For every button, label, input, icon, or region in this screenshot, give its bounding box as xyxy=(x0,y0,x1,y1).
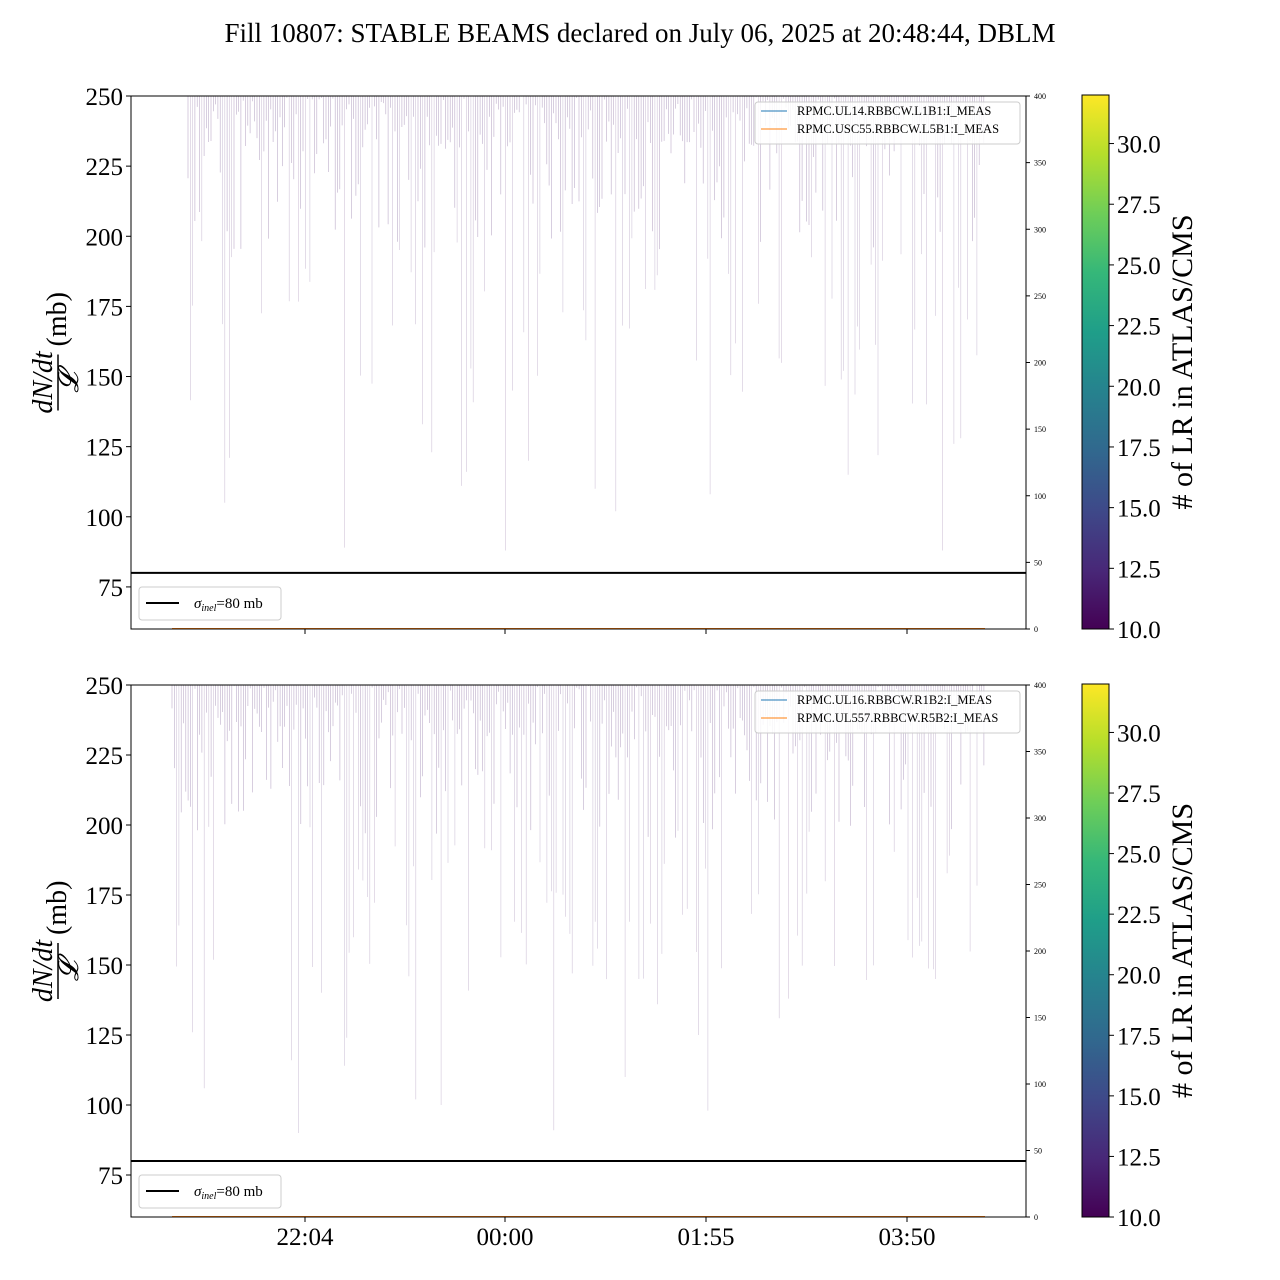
legend-label-0: RPMC.UL16.RBBCW.R1B2:I_MEAS xyxy=(797,693,992,707)
legend-label-1: RPMC.UL557.RBBCW.R5B2:I_MEAS xyxy=(797,711,998,725)
colorbar-tick-label: 12.5 xyxy=(1117,1144,1161,1171)
colorbar-tick-label: 20.0 xyxy=(1117,374,1161,401)
y2tick-label: 150 xyxy=(1034,1014,1046,1023)
series-legend xyxy=(754,101,1021,145)
colorbar-tick-label: 22.5 xyxy=(1117,314,1161,341)
ytick-label: 150 xyxy=(86,953,124,980)
y2tick-label: 100 xyxy=(1034,1080,1046,1089)
series-legend xyxy=(754,690,1021,734)
colorbar-gradient xyxy=(1081,94,1110,630)
panel-bottom: 75 100 125 150 175 200 225 250 0 50 100 150 200 250 30… xyxy=(28,673,1199,1251)
ylabel-unit: (mb) xyxy=(42,292,73,346)
ytick-label: 225 xyxy=(86,743,124,770)
colorbar-label: # of LR in ATLAS/CMS xyxy=(1166,803,1199,1098)
colorbar: 10.0 12.5 15.0 17.5 20.0 22.5 25.0 27.5 30.0 # of… xyxy=(1081,683,1199,1232)
legend-label-0: RPMC.UL14.RBBCW.L1B1:I_MEAS xyxy=(797,104,991,118)
xtick-label: 00:00 xyxy=(477,1224,534,1251)
ytick-label: 125 xyxy=(86,435,124,462)
ytick-label: 150 xyxy=(86,365,124,392)
y-axis-label: dN/dt𝓛(mb) xyxy=(28,292,85,414)
ytick-label: 100 xyxy=(86,1093,124,1120)
y-axis-label: dN/dt𝓛(mb) xyxy=(28,881,85,1003)
xtick-label: 01:55 xyxy=(678,1224,735,1251)
y2tick-label: 300 xyxy=(1034,814,1046,823)
ytick-label: 175 xyxy=(86,294,124,321)
ytick-label: 75 xyxy=(98,1163,123,1190)
y2tick-label: 200 xyxy=(1034,359,1046,368)
reference-legend xyxy=(138,1174,282,1209)
colorbar-tick-label: 25.0 xyxy=(1117,842,1161,869)
colorbar-label: # of LR in ATLAS/CMS xyxy=(1166,214,1199,509)
ytick-label: 250 xyxy=(86,673,124,700)
colorbar-tick-label: 15.0 xyxy=(1117,1084,1161,1111)
colorbar-tick-label: 20.0 xyxy=(1117,963,1161,990)
y2tick-label: 350 xyxy=(1034,159,1046,168)
plot-frame xyxy=(130,684,1027,1218)
colorbar-tick-label: 27.5 xyxy=(1117,192,1161,219)
xtick-label: 03:50 xyxy=(879,1224,936,1251)
colorbar-gradient xyxy=(1081,683,1110,1218)
ylabel-numerator: dN/dt xyxy=(28,350,59,413)
y2tick-label: 100 xyxy=(1034,492,1046,501)
colorbar-tick-label: 30.0 xyxy=(1117,720,1161,747)
ylabel-unit: (mb) xyxy=(42,881,73,935)
ytick-label: 175 xyxy=(86,883,124,910)
y2tick-label: 50 xyxy=(1034,558,1042,567)
ytick-label: 225 xyxy=(86,154,124,181)
colorbar-tick-label: 17.5 xyxy=(1117,435,1161,462)
y2tick-label: 350 xyxy=(1034,748,1046,757)
ytick-label: 100 xyxy=(86,505,124,532)
y2tick-label: 400 xyxy=(1034,681,1046,690)
reference-legend-label: σinel=80 mb xyxy=(194,1184,263,1202)
spike-series xyxy=(171,685,985,1133)
colorbar-tick-label: 10.0 xyxy=(1117,1205,1161,1232)
reference-legend-label: σinel=80 mb xyxy=(194,596,263,614)
y2tick-label: 250 xyxy=(1034,292,1046,301)
ylabel-numerator: dN/dt xyxy=(28,939,59,1002)
y2tick-label: 400 xyxy=(1034,92,1046,101)
xtick-label: 22:04 xyxy=(277,1224,334,1251)
colorbar-tick-label: 10.0 xyxy=(1117,617,1161,644)
colorbar-tick-label: 30.0 xyxy=(1117,132,1161,159)
colorbar: 10.0 12.5 15.0 17.5 20.0 22.5 25.0 27.5 30.0 # of… xyxy=(1081,94,1199,644)
ytick-label: 125 xyxy=(86,1023,124,1050)
y2tick-label: 0 xyxy=(1034,1213,1038,1222)
y2tick-label: 300 xyxy=(1034,225,1046,234)
ytick-label: 200 xyxy=(86,813,124,840)
chart-title: Fill 10807: STABLE BEAMS declared on Jul… xyxy=(224,18,1056,48)
y2tick-label: 50 xyxy=(1034,1147,1042,1156)
plot-frame xyxy=(130,95,1027,630)
y2tick-label: 0 xyxy=(1034,625,1038,634)
reference-legend xyxy=(138,586,282,621)
ytick-label: 200 xyxy=(86,224,124,251)
colorbar-tick-label: 22.5 xyxy=(1117,902,1161,929)
legend-label-1: RPMC.USC55.RBBCW.L5B1:I_MEAS xyxy=(797,122,999,136)
colorbar-tick-label: 17.5 xyxy=(1117,1023,1161,1050)
panel-top: 75 100 125 150 175 200 225 250 0 50 100 150 200 250 30… xyxy=(28,84,1199,644)
ytick-label: 75 xyxy=(98,575,123,602)
colorbar-tick-label: 12.5 xyxy=(1117,556,1161,583)
ytick-label: 250 xyxy=(86,84,124,111)
colorbar-tick-label: 25.0 xyxy=(1117,253,1161,280)
spike-series xyxy=(187,96,985,551)
y2tick-label: 250 xyxy=(1034,881,1046,890)
colorbar-tick-label: 15.0 xyxy=(1117,496,1161,523)
colorbar-tick-label: 27.5 xyxy=(1117,781,1161,808)
y2tick-label: 150 xyxy=(1034,425,1046,434)
y2tick-label: 200 xyxy=(1034,947,1046,956)
